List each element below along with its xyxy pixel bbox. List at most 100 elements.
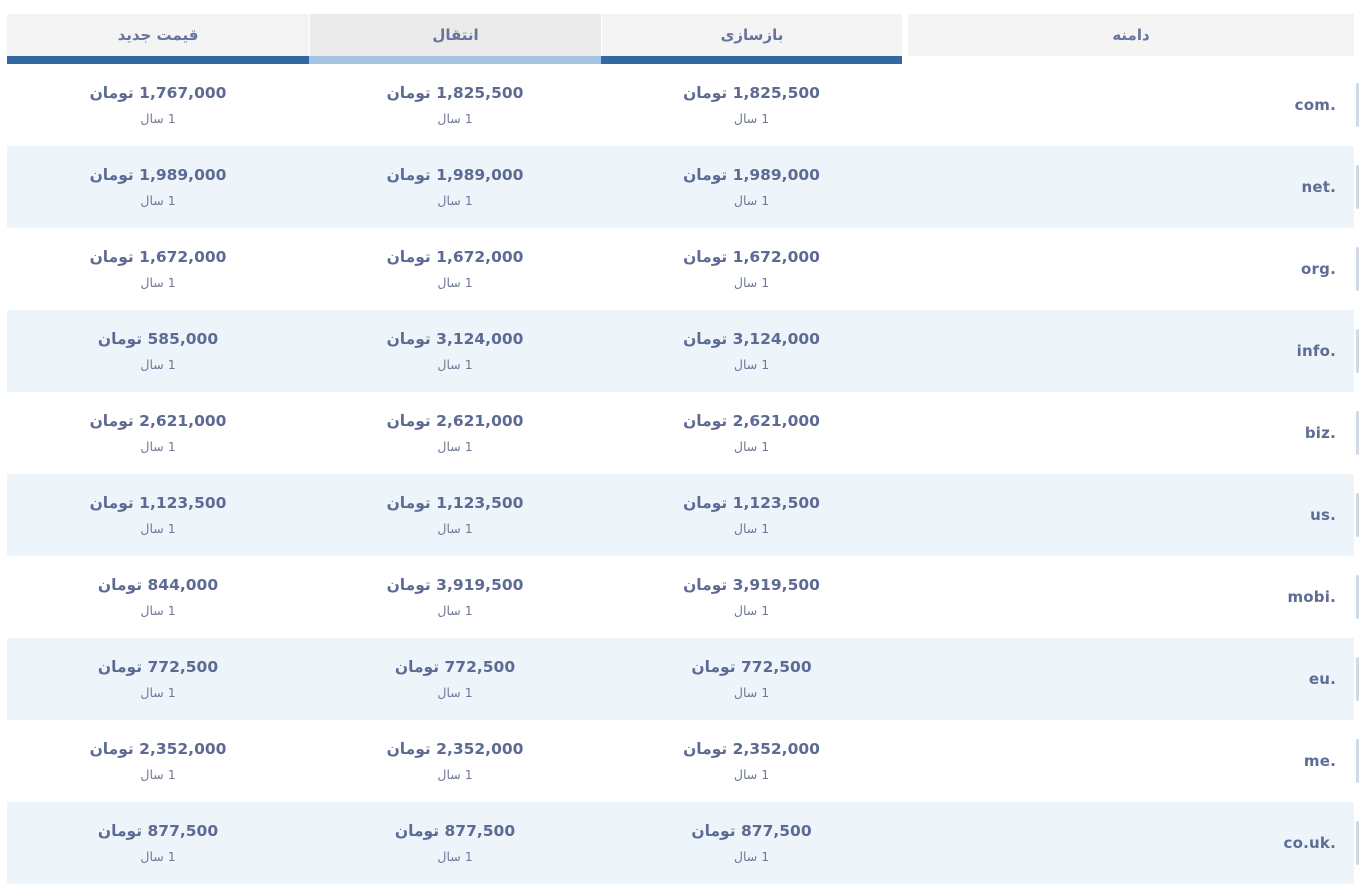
- indicator-register-segment: [7, 56, 309, 64]
- transfer-price-cell: 1,123,500 تومان 1 سال: [309, 474, 601, 556]
- domain-name: .me: [1303, 752, 1336, 770]
- tab-domain[interactable]: دامنه: [908, 14, 1354, 56]
- renew-price-value: 877,500 تومان: [691, 822, 812, 841]
- renew-price-cell: 877,500 تومان 1 سال: [601, 802, 902, 884]
- transfer-price-period: 1 سال: [437, 684, 473, 700]
- renew-price-cell: 1,672,000 تومان 1 سال: [601, 228, 902, 310]
- renew-price-value: 1,123,500 تومان: [683, 494, 820, 513]
- register-price-period: 1 سال: [140, 684, 176, 700]
- domain-cell: .co.uk: [902, 802, 1354, 884]
- domain-cell: .info: [902, 310, 1354, 392]
- transfer-price-value: 1,672,000 تومان: [386, 248, 524, 267]
- register-price-cell: 1,767,000 تومان 1 سال: [7, 64, 309, 146]
- renew-price-cell: 2,621,000 تومان 1 سال: [601, 392, 902, 474]
- register-price-cell: 585,000 تومان 1 سال: [7, 310, 309, 392]
- transfer-price-value: 772,500 تومان: [394, 658, 516, 677]
- renew-price-period: 1 سال: [733, 192, 770, 208]
- register-price-period: 1 سال: [140, 520, 176, 536]
- table-row: .org 1,672,000 تومان 1 سال 1,672,000 توم…: [7, 228, 1354, 310]
- domain-name: .org: [1301, 260, 1336, 278]
- register-price-period: 1 سال: [140, 356, 176, 372]
- domain-pricing-table: دامنه بازسازی انتقال قیمت جدید .com 1,82…: [7, 14, 1354, 884]
- domain-cell: .com: [902, 64, 1354, 146]
- domain-cell: .biz: [902, 392, 1354, 474]
- transfer-price-period: 1 سال: [437, 438, 473, 454]
- transfer-price-value: 1,989,000 تومان: [386, 166, 524, 185]
- renew-price-value: 3,124,000 تومان: [683, 330, 820, 349]
- table-row: .net 1,989,000 تومان 1 سال 1,989,000 توم…: [7, 146, 1354, 228]
- transfer-price-period: 1 سال: [437, 110, 473, 126]
- transfer-price-period: 1 سال: [437, 192, 473, 208]
- renew-price-cell: 1,123,500 تومان 1 سال: [601, 474, 902, 556]
- domain-cell: .mobi: [902, 556, 1354, 638]
- domain-name: .us: [1310, 506, 1336, 524]
- transfer-price-cell: 772,500 تومان 1 سال: [309, 638, 601, 720]
- register-price-period: 1 سال: [140, 602, 176, 618]
- domain-name: .co.uk: [1283, 834, 1336, 852]
- register-price-value: 877,500 تومان: [97, 822, 219, 841]
- transfer-price-cell: 2,621,000 تومان 1 سال: [309, 392, 601, 474]
- register-price-value: 1,767,000 تومان: [89, 84, 227, 103]
- renew-price-value: 2,621,000 تومان: [683, 412, 820, 431]
- renew-price-value: 1,825,500 تومان: [683, 84, 820, 103]
- transfer-price-cell: 1,825,500 تومان 1 سال: [309, 64, 601, 146]
- table-row: .me 2,352,000 تومان 1 سال 2,352,000 توما…: [7, 720, 1354, 802]
- renew-price-period: 1 سال: [733, 110, 770, 126]
- active-tab-indicator-bar: [7, 56, 1354, 64]
- renew-price-period: 1 سال: [733, 848, 770, 864]
- tab-transfer[interactable]: انتقال: [310, 14, 601, 56]
- table-row: .co.uk 877,500 تومان 1 سال 877,500 تومان…: [7, 802, 1354, 884]
- transfer-price-period: 1 سال: [437, 274, 473, 290]
- register-price-cell: 877,500 تومان 1 سال: [7, 802, 309, 884]
- transfer-price-value: 2,621,000 تومان: [386, 412, 524, 431]
- register-price-value: 772,500 تومان: [97, 658, 219, 677]
- header-row: دامنه بازسازی انتقال قیمت جدید: [7, 14, 1354, 56]
- transfer-price-value: 1,123,500 تومان: [386, 494, 524, 513]
- transfer-price-value: 877,500 تومان: [394, 822, 516, 841]
- register-price-period: 1 سال: [140, 192, 176, 208]
- tab-renew[interactable]: بازسازی: [602, 14, 902, 56]
- transfer-price-period: 1 سال: [437, 356, 473, 372]
- transfer-price-cell: 1,989,000 تومان 1 سال: [309, 146, 601, 228]
- domain-name: .info: [1296, 342, 1336, 360]
- renew-price-value: 1,989,000 تومان: [683, 166, 820, 185]
- domain-name: .com: [1294, 96, 1336, 114]
- renew-price-value: 1,672,000 تومان: [683, 248, 820, 267]
- transfer-price-value: 2,352,000 تومان: [386, 740, 524, 759]
- transfer-price-cell: 3,919,500 تومان 1 سال: [309, 556, 601, 638]
- renew-price-period: 1 سال: [733, 766, 770, 782]
- domain-cell: .me: [902, 720, 1354, 802]
- table-row: .eu 772,500 تومان 1 سال 772,500 تومان 1 …: [7, 638, 1354, 720]
- renew-price-period: 1 سال: [733, 356, 770, 372]
- renew-price-cell: 1,825,500 تومان 1 سال: [601, 64, 902, 146]
- register-price-period: 1 سال: [140, 766, 176, 782]
- register-price-value: 1,672,000 تومان: [89, 248, 227, 267]
- register-price-value: 2,621,000 تومان: [89, 412, 227, 431]
- tab-register[interactable]: قیمت جدید: [7, 14, 309, 56]
- table-row: .com 1,825,500 تومان 1 سال 1,825,500 توم…: [7, 64, 1354, 146]
- register-price-value: 1,123,500 تومان: [89, 494, 227, 513]
- transfer-price-cell: 2,352,000 تومان 1 سال: [309, 720, 601, 802]
- table-row: .us 1,123,500 تومان 1 سال 1,123,500 توما…: [7, 474, 1354, 556]
- transfer-price-period: 1 سال: [437, 602, 473, 618]
- register-price-cell: 1,989,000 تومان 1 سال: [7, 146, 309, 228]
- transfer-price-cell: 877,500 تومان 1 سال: [309, 802, 601, 884]
- indicator-renew-segment: [601, 56, 902, 64]
- transfer-price-cell: 1,672,000 تومان 1 سال: [309, 228, 601, 310]
- renew-price-cell: 772,500 تومان 1 سال: [601, 638, 902, 720]
- domain-cell: .eu: [902, 638, 1354, 720]
- renew-price-value: 772,500 تومان: [691, 658, 812, 677]
- domain-cell: .net: [902, 146, 1354, 228]
- register-price-cell: 1,123,500 تومان 1 سال: [7, 474, 309, 556]
- register-price-period: 1 سال: [140, 274, 176, 290]
- indicator-transfer-segment: [309, 56, 601, 64]
- register-price-value: 844,000 تومان: [97, 576, 219, 595]
- renew-price-period: 1 سال: [733, 602, 770, 618]
- transfer-price-period: 1 سال: [437, 848, 473, 864]
- transfer-price-value: 1,825,500 تومان: [386, 84, 524, 103]
- table-body: .com 1,825,500 تومان 1 سال 1,825,500 توم…: [7, 64, 1354, 884]
- table-row: .biz 2,621,000 تومان 1 سال 2,621,000 توم…: [7, 392, 1354, 474]
- renew-price-cell: 3,124,000 تومان 1 سال: [601, 310, 902, 392]
- transfer-price-cell: 3,124,000 تومان 1 سال: [309, 310, 601, 392]
- table-row: .mobi 3,919,500 تومان 1 سال 3,919,500 تو…: [7, 556, 1354, 638]
